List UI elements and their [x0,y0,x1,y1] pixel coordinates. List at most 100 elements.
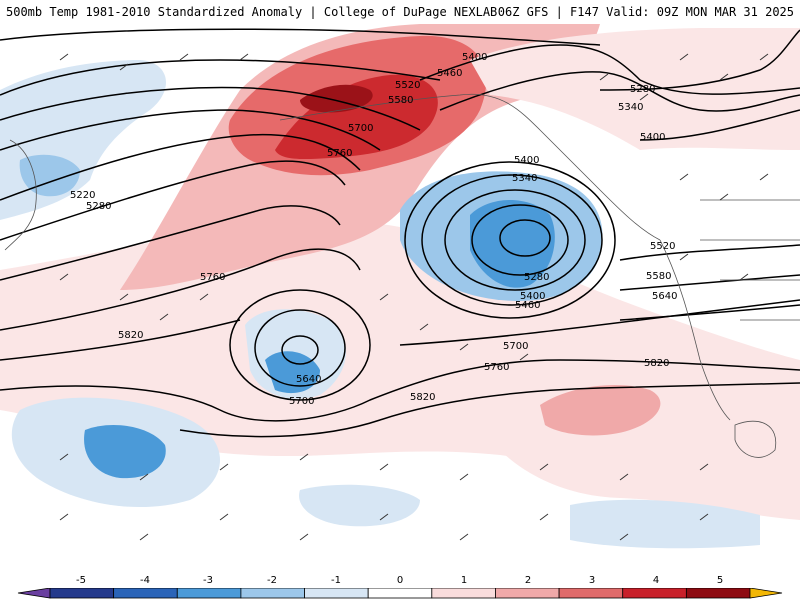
anomaly-region-neg-9 [570,499,760,549]
colorbar-tick-label: -1 [331,575,341,586]
contour-label: 5760 [200,272,225,283]
wind-barbs [59,53,769,541]
contour-line-4 [0,109,381,151]
contour-swlow-ring-2 [254,309,346,387]
contour-line-7 [0,205,341,281]
contour-low-ring-3 [444,189,586,291]
contour-label: 5280 [524,272,549,283]
colorbar-tick-label: -3 [203,575,213,586]
colorbar-min-arrow [17,588,51,599]
contour-label: 5400 [520,291,545,302]
contour-line-10 [0,359,800,422]
run-valid-time: 06Z GFS | F147 Valid: 09Z MON MAR 31 202… [497,5,794,19]
anomaly-colorbar: -5 -4 -3 -2 -1 0 1 2 3 4 5 [0,574,800,600]
colorbar-tick-label: 3 [588,575,596,586]
contour-low-ring-5 [499,219,551,257]
contour-label: 5760 [327,148,352,159]
colorbar-segment [367,588,433,599]
contour-swlow-ring-3 [281,335,319,365]
coastline-west-us [659,239,731,421]
contour-line-8 [0,248,361,331]
contour-label: 5700 [289,396,314,407]
height-contours [0,28,800,438]
contour-line-2 [0,59,441,96]
barb-2 [59,273,209,321]
anomaly-region-neg-4 [470,200,555,288]
colorbar-segment [431,588,496,599]
state-borders [700,199,800,321]
contour-line-6 [0,160,346,241]
colorbar-tick-label: 2 [524,575,532,586]
contour-low-ring-1 [404,161,616,319]
contour-line-13 [439,71,800,112]
coastline-kamchatka [4,139,37,251]
contour-label: 5760 [484,362,509,373]
contour-line-14 [599,29,800,91]
anomaly-region-neg-6 [265,351,320,394]
colorbar-tick-label: -2 [267,575,277,586]
contour-label: 5820 [410,392,435,403]
colorbar-segment [49,588,115,599]
contour-label: 5280 [86,201,111,212]
contour-label: 5820 [118,330,143,341]
contour-line-18 [619,304,800,321]
colorbar-segment [304,588,369,599]
contour-line-5 [0,133,361,201]
anomaly-region-neg-10 [299,484,420,527]
colorbar-tick-label: -5 [76,575,86,586]
colorbar-segment [495,588,560,599]
colorbar-segment [558,588,624,599]
contour-label: 5400 [640,132,665,143]
contour-label: 5220 [70,190,95,201]
colorbar-segment [240,588,305,599]
anomaly-region-neg-2 [19,154,80,197]
barb-7 [679,173,769,281]
colorbar-segment [113,588,178,599]
contour-label: 5580 [646,271,671,282]
contour-label: 5460 [515,300,540,311]
contour-line-12 [419,44,800,95]
contour-line-11 [179,382,800,438]
contour-label: 5820 [644,358,669,369]
contour-line-19 [399,299,800,346]
contour-label: 5700 [503,341,528,352]
colorbar-tick-label: -4 [140,575,150,586]
contour-label: 5640 [652,291,677,302]
barb-3 [379,293,529,361]
anomaly-shading [0,24,800,574]
contour-line-3 [0,86,421,131]
contour-label: 5580 [388,95,413,106]
contour-line-9 [0,319,241,361]
anomaly-region-pos-8 [540,385,661,436]
coastline-alaska [279,93,661,241]
colorbar-strip [17,588,783,599]
coastlines [4,93,800,458]
contour-label: 5400 [462,52,487,63]
coastline-hawaii [734,420,777,458]
barb-1 [59,53,249,71]
colorbar-tick-label: 4 [652,575,660,586]
contour-label: 5700 [348,123,373,134]
anomaly-region-pos-5 [275,74,438,160]
anomaly-region-neg-8 [84,425,166,479]
contour-low-ring-2 [421,174,603,306]
contour-label: 5400 [514,155,539,166]
barb-5 [59,513,709,541]
colorbar-tick-label: 1 [460,575,468,586]
contour-line-16 [619,244,800,261]
map-panel: 5400 5460 5520 5580 5280 5340 5400 5700 … [0,24,800,574]
contour-line-1 [0,28,601,46]
colorbar-tick-label: 0 [396,575,404,586]
contour-line-17 [619,274,800,291]
colorbar-segment [176,588,242,599]
colorbar-segment [685,588,751,599]
contour-swlow-ring-1 [229,289,371,401]
contour-line-15 [639,109,800,141]
contour-low-ring-4 [471,204,569,276]
contour-label: 5640 [296,374,321,385]
product-title: 500mb Temp 1981-2010 Standardized Anomal… [6,5,498,19]
colorbar-tick-label: 5 [716,575,724,586]
colorbar-max-arrow [749,588,783,599]
contour-label: 5520 [395,80,420,91]
contour-label: 5340 [512,173,537,184]
